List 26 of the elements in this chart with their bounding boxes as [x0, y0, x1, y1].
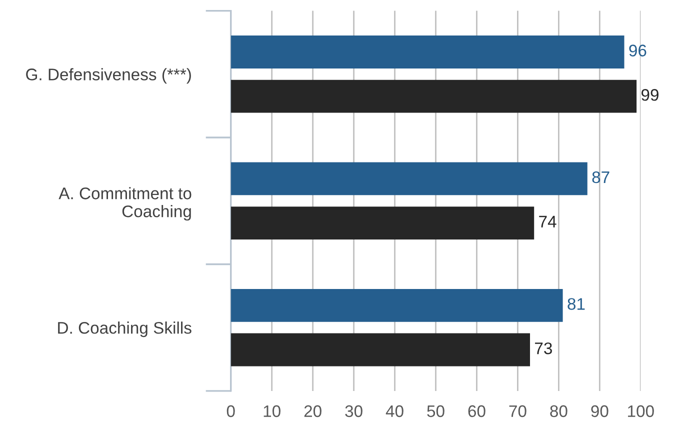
x-tick-label: 0 — [226, 405, 235, 418]
bar — [230, 333, 530, 366]
data-label: 96 — [629, 44, 646, 56]
y-tick-label: A. Commitment to Coaching — [58, 187, 192, 221]
bar — [230, 80, 637, 113]
bar — [230, 36, 624, 68]
data-label: 81 — [568, 298, 585, 310]
data-label: 87 — [592, 171, 610, 184]
x-tick-label: 30 — [345, 405, 362, 418]
x-tick-label: 50 — [427, 405, 444, 418]
x-tick-label: 90 — [591, 405, 608, 418]
x-tick-label: 80 — [550, 405, 568, 418]
x-tick-label: 100 — [628, 405, 654, 418]
x-tick-label: 70 — [509, 405, 526, 418]
data-label: 74 — [539, 216, 556, 228]
x-tick-label: 60 — [468, 405, 486, 418]
y-tick-label: G. Defensiveness (***) — [26, 68, 191, 84]
x-tick-label: 20 — [304, 405, 322, 418]
data-label: 73 — [535, 342, 552, 354]
x-tick-label: 10 — [264, 405, 280, 418]
data-label: 99 — [642, 89, 658, 101]
bar — [230, 206, 534, 240]
x-tick-label: 40 — [386, 405, 404, 418]
y-tick-label: D. Coaching Skills — [58, 322, 192, 338]
bar — [230, 162, 588, 196]
bar — [230, 288, 563, 322]
